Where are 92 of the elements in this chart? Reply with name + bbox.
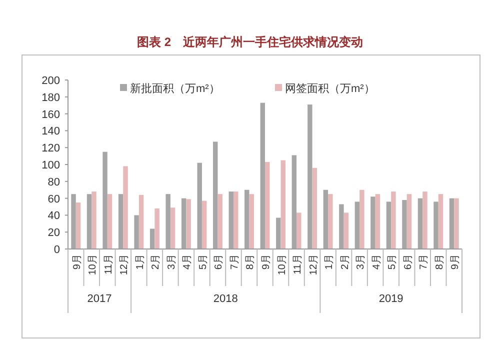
x-tick-label: 4月 xyxy=(182,254,194,270)
bar xyxy=(102,152,108,249)
text: 2017 xyxy=(87,293,112,305)
x-tick-label: 2月 xyxy=(150,254,162,270)
y-tick-label: 20 xyxy=(48,227,60,240)
x-tick-label: 10月 xyxy=(276,254,288,276)
bar xyxy=(296,212,302,249)
y-tick-label: 160 xyxy=(42,108,60,121)
bar xyxy=(354,202,360,249)
x-tick-label: 9月 xyxy=(72,254,83,270)
x-tick-label: 11月 xyxy=(103,254,114,274)
bar xyxy=(265,162,270,249)
bar xyxy=(123,166,128,249)
bar xyxy=(233,192,238,249)
bar xyxy=(166,194,170,249)
x-tick-label: 3月 xyxy=(166,254,178,270)
bar xyxy=(391,192,396,249)
y-tick-label: 80 xyxy=(48,176,60,188)
bar xyxy=(312,168,318,249)
bar xyxy=(344,212,349,249)
bar xyxy=(280,160,286,249)
bar xyxy=(107,194,112,249)
x-tick-label: 11月 xyxy=(292,254,304,274)
y-tick-label: 100 xyxy=(42,160,60,172)
bar xyxy=(276,218,281,249)
bar xyxy=(154,208,160,249)
bar xyxy=(370,196,376,249)
x-tick-label: 12月 xyxy=(308,254,320,276)
bar xyxy=(360,190,364,249)
x-tick-label: 5月 xyxy=(198,254,209,270)
bar xyxy=(249,194,254,249)
bar xyxy=(86,194,92,249)
bar xyxy=(386,202,392,249)
bar xyxy=(292,155,297,249)
x-tick-label: 5月 xyxy=(387,254,398,270)
text: 2019 xyxy=(378,293,404,305)
bar xyxy=(244,190,250,249)
x-tick-label: 12月 xyxy=(119,254,130,276)
y-tick-label: 0 xyxy=(54,244,60,256)
x-tick-label: 7月 xyxy=(418,254,430,270)
x-tick-label: 8月 xyxy=(245,254,256,270)
bar xyxy=(308,104,312,249)
bar xyxy=(150,228,155,249)
bar xyxy=(170,208,176,249)
x-tick-label: 10月 xyxy=(88,254,99,276)
bar xyxy=(438,194,444,249)
x-tick-label: 6月 xyxy=(214,254,225,270)
bar xyxy=(260,102,265,249)
bar xyxy=(197,162,202,249)
y-tick-label: 40 xyxy=(48,210,60,222)
chart-title: 图表 2 近两年广州一手住宅供求情况变动 xyxy=(136,35,364,49)
legend-label: 新批面积（万m²） xyxy=(130,82,220,95)
y-tick-label: 140 xyxy=(42,126,60,138)
bar xyxy=(92,192,96,249)
x-tick-label: 8月 xyxy=(434,254,446,270)
bar xyxy=(375,194,380,249)
x-tick-label: 1月 xyxy=(134,254,146,270)
bar xyxy=(406,194,412,249)
x-tick-label: 2月 xyxy=(340,254,351,270)
x-tick-label: 6月 xyxy=(402,254,414,270)
y-tick-label: 200 xyxy=(42,75,60,87)
bar xyxy=(402,200,407,249)
x-tick-label: 4月 xyxy=(371,254,382,270)
bar xyxy=(422,192,428,249)
bar xyxy=(71,194,76,249)
bar xyxy=(328,194,333,249)
bar xyxy=(323,190,328,249)
x-tick-label: 9月 xyxy=(450,254,462,270)
bar xyxy=(181,198,186,249)
text: 2018 xyxy=(213,293,238,305)
bar xyxy=(138,194,144,249)
legend-label: 网签面积（万m²） xyxy=(285,83,375,95)
bar xyxy=(76,202,81,249)
y-tick-label: 60 xyxy=(48,193,60,206)
bar xyxy=(118,194,124,249)
bar xyxy=(339,204,344,249)
x-tick-label: 7月 xyxy=(229,254,240,270)
bar xyxy=(218,194,222,249)
bar xyxy=(454,198,459,249)
bar xyxy=(212,142,218,249)
bar xyxy=(418,198,423,249)
bar xyxy=(134,215,139,249)
y-tick-label: 180 xyxy=(42,92,60,104)
bar xyxy=(202,200,207,249)
x-tick-label: 3月 xyxy=(356,254,367,270)
bar xyxy=(434,202,438,249)
y-tick-label: 120 xyxy=(42,142,60,155)
x-tick-label: 1月 xyxy=(324,254,336,270)
bar xyxy=(228,192,234,249)
x-tick-label: 9月 xyxy=(261,254,272,270)
bar xyxy=(186,199,191,249)
bar xyxy=(449,198,454,249)
